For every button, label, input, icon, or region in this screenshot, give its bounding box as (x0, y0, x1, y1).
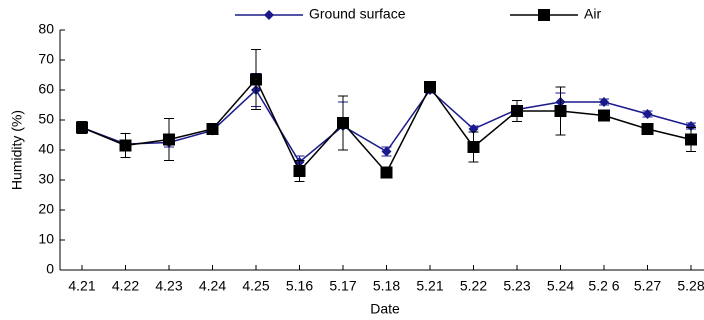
x-tick-label: 4.23 (155, 278, 182, 294)
data-point (599, 97, 609, 107)
x-tick-label: 5.27 (634, 278, 661, 294)
data-point (685, 133, 697, 146)
x-tick-label: 5.24 (547, 278, 574, 294)
y-axis-label: Humidity (%) (9, 110, 25, 190)
data-point (250, 73, 262, 86)
x-tick-label: 5.2 6 (588, 278, 619, 294)
series-line (81, 78, 692, 174)
data-point (163, 133, 175, 146)
x-tick-label: 4.24 (199, 278, 226, 294)
x-tick-label: 5.16 (286, 278, 313, 294)
data-point (424, 81, 436, 93)
y-tick-label: 70 (38, 51, 54, 67)
y-tick-label: 80 (38, 21, 54, 37)
x-tick-label: 5.21 (416, 278, 443, 294)
data-point (641, 123, 654, 135)
legend-marker (264, 10, 274, 20)
x-tick-label: 4.21 (68, 278, 95, 294)
y-tick-label: 10 (38, 231, 54, 247)
x-tick-label: 5.18 (373, 278, 400, 294)
x-tick-label: 5.23 (503, 278, 530, 294)
y-tick-label: 40 (38, 141, 54, 157)
data-point (598, 109, 610, 122)
x-tick-label: 5.17 (329, 278, 356, 294)
y-tick-label: 0 (46, 261, 54, 277)
data-point (381, 146, 392, 157)
y-tick-label: 20 (38, 201, 54, 217)
data-point (206, 123, 219, 135)
data-point (337, 117, 349, 129)
data-point (293, 165, 306, 177)
data-point (686, 121, 696, 131)
y-tick-label: 60 (38, 81, 54, 97)
data-point (380, 166, 393, 179)
legend-marker (538, 9, 550, 21)
x-tick-label: 5.28 (677, 278, 704, 294)
data-point (511, 105, 523, 117)
y-tick-label: 50 (38, 111, 54, 127)
data-point (76, 121, 88, 134)
x-axis-label: Date (370, 301, 400, 317)
data-point (554, 105, 567, 117)
y-tick-label: 30 (38, 171, 54, 187)
x-tick-label: 4.25 (242, 278, 269, 294)
data-point (467, 141, 480, 153)
data-point (119, 139, 132, 152)
x-tick-label: 4.22 (112, 278, 139, 294)
legend-label: Ground surface (309, 6, 406, 22)
x-tick-label: 5.22 (460, 278, 487, 294)
legend-label: Air (584, 6, 601, 22)
data-point (642, 109, 653, 119)
